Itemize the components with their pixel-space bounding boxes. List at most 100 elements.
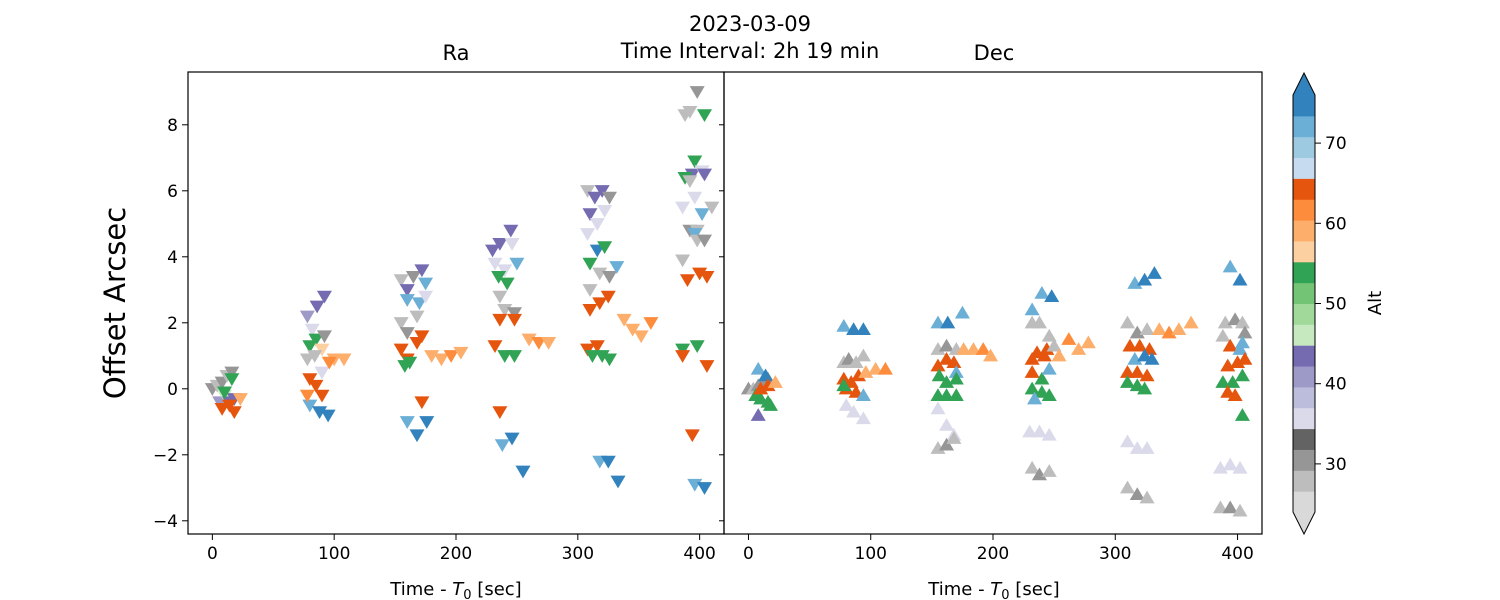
data-point bbox=[1139, 322, 1155, 336]
colorbar-segment bbox=[1293, 220, 1315, 242]
axes-frame bbox=[187, 71, 725, 535]
data-point bbox=[948, 388, 964, 402]
data-point bbox=[582, 257, 598, 271]
data-point bbox=[504, 432, 520, 446]
data-point bbox=[930, 401, 946, 415]
data-point bbox=[580, 343, 596, 357]
data-point bbox=[689, 340, 705, 354]
data-point bbox=[601, 353, 617, 367]
data-point bbox=[494, 439, 510, 453]
colorbar-segment bbox=[1293, 178, 1315, 200]
data-point bbox=[453, 346, 469, 360]
data-point bbox=[1212, 500, 1228, 514]
data-point bbox=[304, 323, 320, 337]
data-point bbox=[1232, 460, 1248, 474]
x-tick-label: 400 bbox=[1221, 544, 1253, 564]
data-point bbox=[1129, 487, 1145, 501]
data-point bbox=[1137, 381, 1153, 395]
y-tick-label: 8 bbox=[167, 116, 178, 136]
colorbar-segment bbox=[1293, 303, 1315, 325]
data-point bbox=[767, 375, 783, 388]
colorbar-segment bbox=[1293, 115, 1315, 138]
data-point bbox=[851, 368, 866, 382]
data-point bbox=[610, 475, 626, 489]
colorbar-outline bbox=[1292, 71, 1316, 536]
data-point bbox=[855, 322, 871, 336]
data-point bbox=[1120, 315, 1135, 329]
data-point bbox=[1129, 365, 1145, 378]
data-point bbox=[336, 353, 352, 367]
colorbar-tick-label: 40 bbox=[1325, 375, 1347, 395]
data-point bbox=[402, 356, 418, 370]
data-point bbox=[1215, 328, 1231, 342]
colorbar: 30 40 50 60 70 bbox=[1292, 71, 1347, 536]
colorbar-segment bbox=[1293, 491, 1315, 513]
data-point bbox=[625, 323, 641, 337]
data-point bbox=[393, 343, 409, 357]
data-point bbox=[509, 257, 525, 271]
data-point bbox=[308, 333, 324, 347]
data-point bbox=[580, 185, 596, 198]
data-point bbox=[418, 290, 434, 304]
scatter-series bbox=[204, 86, 720, 495]
data-point bbox=[226, 406, 242, 420]
data-point bbox=[931, 368, 947, 382]
data-point bbox=[1225, 375, 1241, 388]
data-point bbox=[418, 277, 434, 291]
x-tick-label: 200 bbox=[977, 544, 1009, 564]
scatter-series bbox=[740, 259, 1253, 517]
data-point bbox=[419, 416, 435, 429]
data-point bbox=[750, 408, 766, 421]
data-point bbox=[1161, 325, 1177, 339]
data-point bbox=[868, 361, 884, 375]
colorbar-segment bbox=[1293, 282, 1315, 304]
data-point bbox=[1120, 480, 1135, 494]
data-point bbox=[750, 361, 766, 375]
data-point bbox=[492, 313, 508, 327]
data-point bbox=[940, 315, 956, 329]
data-point bbox=[1222, 259, 1238, 273]
data-point bbox=[597, 241, 613, 255]
data-point bbox=[689, 86, 705, 99]
data-point bbox=[1217, 315, 1233, 329]
data-point bbox=[675, 201, 691, 215]
colorbar-segment bbox=[1293, 470, 1315, 492]
chart-title: 2023-03-09 bbox=[689, 12, 811, 36]
data-point bbox=[302, 373, 318, 387]
data-point bbox=[217, 386, 233, 400]
data-point bbox=[589, 218, 605, 231]
colorbar-extend-min bbox=[1293, 512, 1315, 534]
x-axis-label-unit: [sec] bbox=[1010, 579, 1060, 600]
data-point bbox=[580, 228, 596, 241]
data-point bbox=[855, 388, 871, 402]
data-point bbox=[485, 244, 501, 258]
data-point bbox=[1127, 351, 1143, 365]
data-point bbox=[704, 201, 720, 215]
data-point bbox=[939, 437, 955, 451]
data-point bbox=[224, 366, 240, 380]
data-point bbox=[1222, 338, 1238, 352]
data-point bbox=[694, 208, 710, 222]
colorbar-tick-label: 70 bbox=[1325, 134, 1347, 154]
data-point bbox=[675, 350, 691, 363]
data-point bbox=[316, 330, 332, 344]
data-point bbox=[314, 366, 330, 380]
data-point bbox=[760, 378, 776, 392]
data-point bbox=[320, 409, 336, 423]
data-point bbox=[487, 257, 503, 271]
data-point bbox=[515, 465, 531, 479]
data-point bbox=[855, 348, 871, 362]
data-point bbox=[753, 381, 769, 395]
data-point bbox=[1034, 371, 1050, 385]
data-point bbox=[939, 388, 955, 402]
data-point bbox=[492, 237, 508, 251]
data-point bbox=[1230, 355, 1246, 369]
data-point bbox=[433, 353, 449, 367]
data-point bbox=[309, 300, 325, 314]
data-point bbox=[699, 360, 715, 373]
data-point bbox=[679, 274, 695, 288]
colorbar-segment bbox=[1293, 449, 1315, 471]
x-axis-label-var: T bbox=[452, 579, 465, 600]
data-point bbox=[1122, 338, 1138, 352]
